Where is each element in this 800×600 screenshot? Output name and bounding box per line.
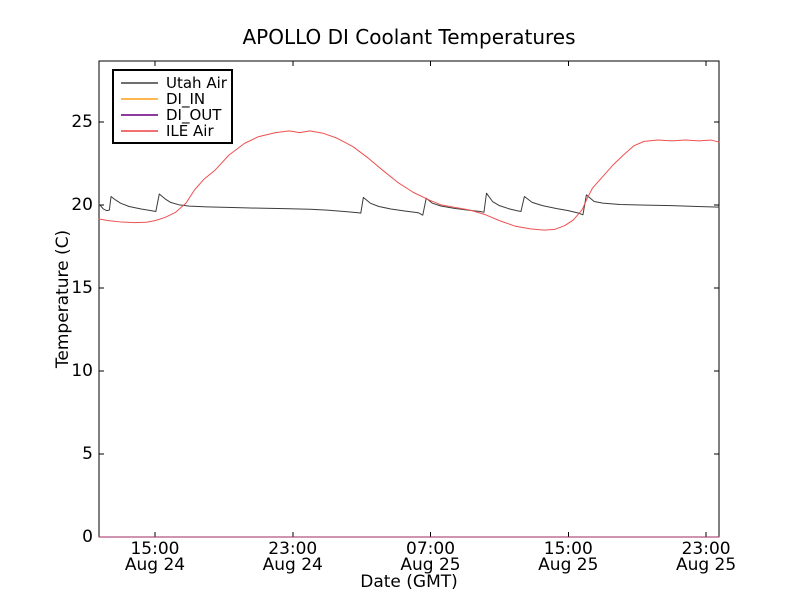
x-tick-label: 15:00 Aug 25 — [518, 539, 618, 575]
x-tick-time: 23:00 — [681, 539, 731, 559]
x-tick-date: Aug 25 — [675, 555, 737, 575]
legend-line-sample — [121, 130, 158, 132]
series-line-utah-air — [98, 192, 720, 216]
legend-item-label: ILE Air — [166, 122, 214, 140]
x-tick-date: Aug 25 — [538, 555, 599, 575]
legend-item-label: DI_IN — [166, 90, 206, 108]
chart-title: APOLLO DI Coolant Temperatures — [242, 25, 576, 49]
y-tick-label: 0 — [82, 527, 93, 547]
x-tick-time: 15:00 — [543, 539, 593, 559]
x-tick-label: 15:00 Aug 24 — [105, 539, 205, 575]
legend-item: DI_OUT — [114, 107, 231, 123]
x-tick-label: 23:00 Aug 24 — [243, 539, 343, 575]
y-tick-label: 15 — [71, 277, 93, 298]
legend-item: ILE Air — [114, 123, 231, 139]
legend-item-label: Utah Air — [166, 74, 227, 92]
y-tick-label: 10 — [71, 360, 93, 381]
y-tick-label: 20 — [71, 194, 93, 215]
legend-item-label: DI_OUT — [166, 106, 222, 124]
x-tick-time: 07:00 — [406, 539, 456, 559]
y-tick-label: 25 — [71, 111, 93, 132]
x-tick-label: 07:00 Aug 25 — [381, 539, 481, 575]
legend-item: Utah Air — [114, 75, 231, 91]
y-axis-label: Temperature (C) — [53, 229, 73, 369]
legend: Utah Air DI_IN DI_OUT ILE Air — [112, 69, 233, 144]
y-tick-label: 5 — [82, 443, 93, 464]
legend-line-sample — [121, 82, 158, 84]
series-line-ile-air — [98, 130, 720, 231]
x-tick-date: Aug 24 — [262, 555, 323, 575]
x-tick-date: Aug 24 — [124, 555, 186, 575]
x-tick-time: 15:00 — [130, 539, 180, 559]
legend-item: DI_IN — [114, 91, 231, 107]
x-tick-date: Aug 25 — [400, 555, 461, 575]
x-tick-label: 23:00 Aug 25 — [656, 539, 756, 575]
legend-line-sample — [121, 98, 158, 100]
x-tick-time: 23:00 — [268, 539, 318, 559]
legend-line-sample — [121, 114, 158, 116]
x-axis-label: Date (GMT) — [360, 572, 458, 592]
